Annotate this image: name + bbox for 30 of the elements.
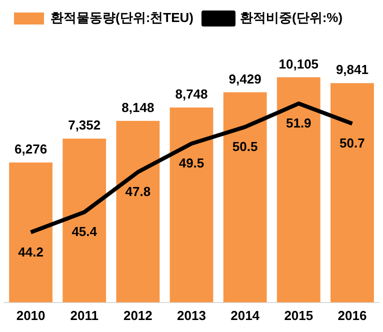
bar [330, 83, 374, 302]
x-tick-label: 2016 [338, 308, 367, 323]
data-label: 51.9 [286, 116, 312, 131]
bar [276, 77, 320, 302]
x-tick-label: 2012 [123, 308, 152, 323]
bar [62, 138, 106, 302]
data-label: 9,841 [336, 62, 368, 78]
data-label: 50.7 [340, 136, 365, 151]
data-label: 45.4 [72, 224, 98, 240]
x-tick-label: 2010 [16, 308, 46, 323]
data-label: 50.5 [232, 138, 258, 154]
data-label: 9,429 [228, 71, 262, 86]
data-label: 8,748 [175, 86, 208, 102]
data-label: 49.5 [178, 156, 204, 171]
x-tick-label: 2011 [70, 308, 98, 323]
x-tick-label: 2014 [230, 308, 260, 323]
bar [9, 162, 52, 302]
bar [116, 120, 160, 302]
data-label: 44.2 [18, 244, 44, 260]
data-label: 6,276 [14, 142, 48, 157]
x-tick-label: 2013 [177, 308, 206, 323]
data-label: 7,352 [68, 118, 101, 133]
data-label: 8,148 [122, 100, 154, 115]
data-label: 10,105 [278, 56, 319, 72]
legend-label: 환적비중(단위:%) [240, 10, 343, 26]
bar [170, 107, 214, 302]
data-label: 47.8 [125, 184, 151, 200]
bar [223, 92, 267, 302]
legend-label: 환적물동량(단위:천TEU) [50, 10, 194, 26]
x-tick-label: 2015 [284, 308, 314, 323]
